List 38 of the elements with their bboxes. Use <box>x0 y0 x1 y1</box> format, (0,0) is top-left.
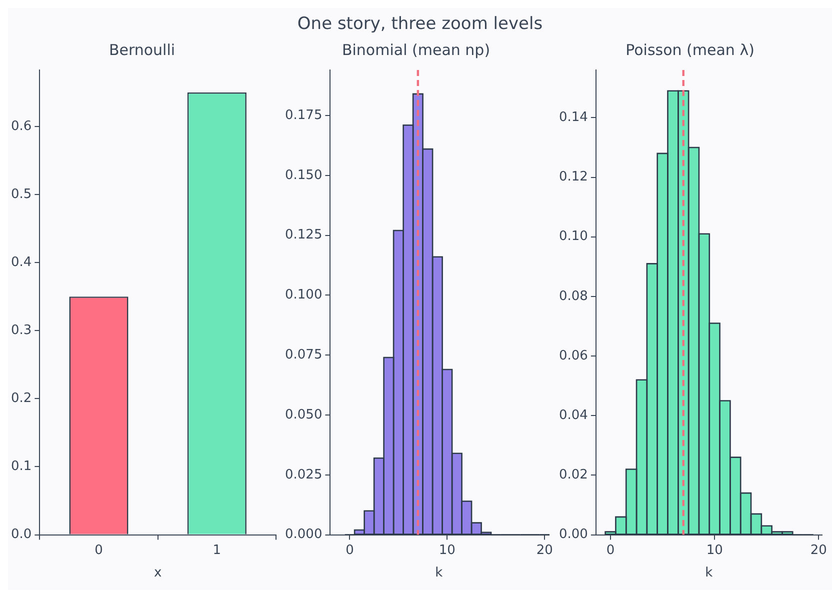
y-tick-label: 0.6 <box>10 118 32 134</box>
x-tick-label: 20 <box>810 542 827 558</box>
y-tick-label: 0.04 <box>558 408 588 423</box>
chart-title: Binomial (mean np) <box>342 40 490 59</box>
chart-title: Bernoulli <box>108 40 176 59</box>
y-tick-label: 0.12 <box>558 170 588 185</box>
y-tick-label: 0.08 <box>558 288 588 304</box>
y-tick-label: 0.100 <box>285 288 322 303</box>
y-tick-label: 0.3 <box>10 323 32 338</box>
x-axis-title: x <box>154 566 162 581</box>
y-tick-label: 0.075 <box>285 347 322 362</box>
y-tick-label: 0.1 <box>10 459 32 474</box>
y-tick-label: 0.025 <box>285 467 322 482</box>
y-tick-label: 0.000 <box>285 527 322 542</box>
y-tick-label: 0.150 <box>285 168 322 183</box>
chart-title: Poisson (mean λ) <box>626 40 754 59</box>
y-tick-label: 0.5 <box>10 186 32 202</box>
y-tick-label: 0.175 <box>285 108 322 123</box>
x-axis-title: k <box>705 566 714 581</box>
x-tick-label: 10 <box>706 542 723 558</box>
text: One story, three zoom levels <box>296 13 544 36</box>
y-tick-label: 0.0 <box>10 527 32 542</box>
x-tick-label: 1 <box>212 542 222 558</box>
y-tick-label: 0.050 <box>285 407 322 422</box>
y-tick-label: 0.125 <box>285 228 322 243</box>
x-axis-title: k <box>435 566 444 581</box>
x-tick-label: 0 <box>606 542 615 558</box>
y-tick-label: 0.10 <box>558 229 588 244</box>
x-tick-label: 10 <box>438 542 456 558</box>
y-tick-label: 0.02 <box>558 468 588 483</box>
y-tick-label: 0.06 <box>558 348 588 364</box>
y-tick-label: 0.00 <box>558 527 588 542</box>
x-tick-label: 0 <box>346 542 354 558</box>
x-tick-label: 20 <box>536 542 553 558</box>
x-tick-label: 0 <box>94 542 103 558</box>
y-tick-label: 0.14 <box>558 110 588 126</box>
y-tick-label: 0.2 <box>10 391 32 406</box>
y-tick-label: 0.4 <box>10 254 32 270</box>
